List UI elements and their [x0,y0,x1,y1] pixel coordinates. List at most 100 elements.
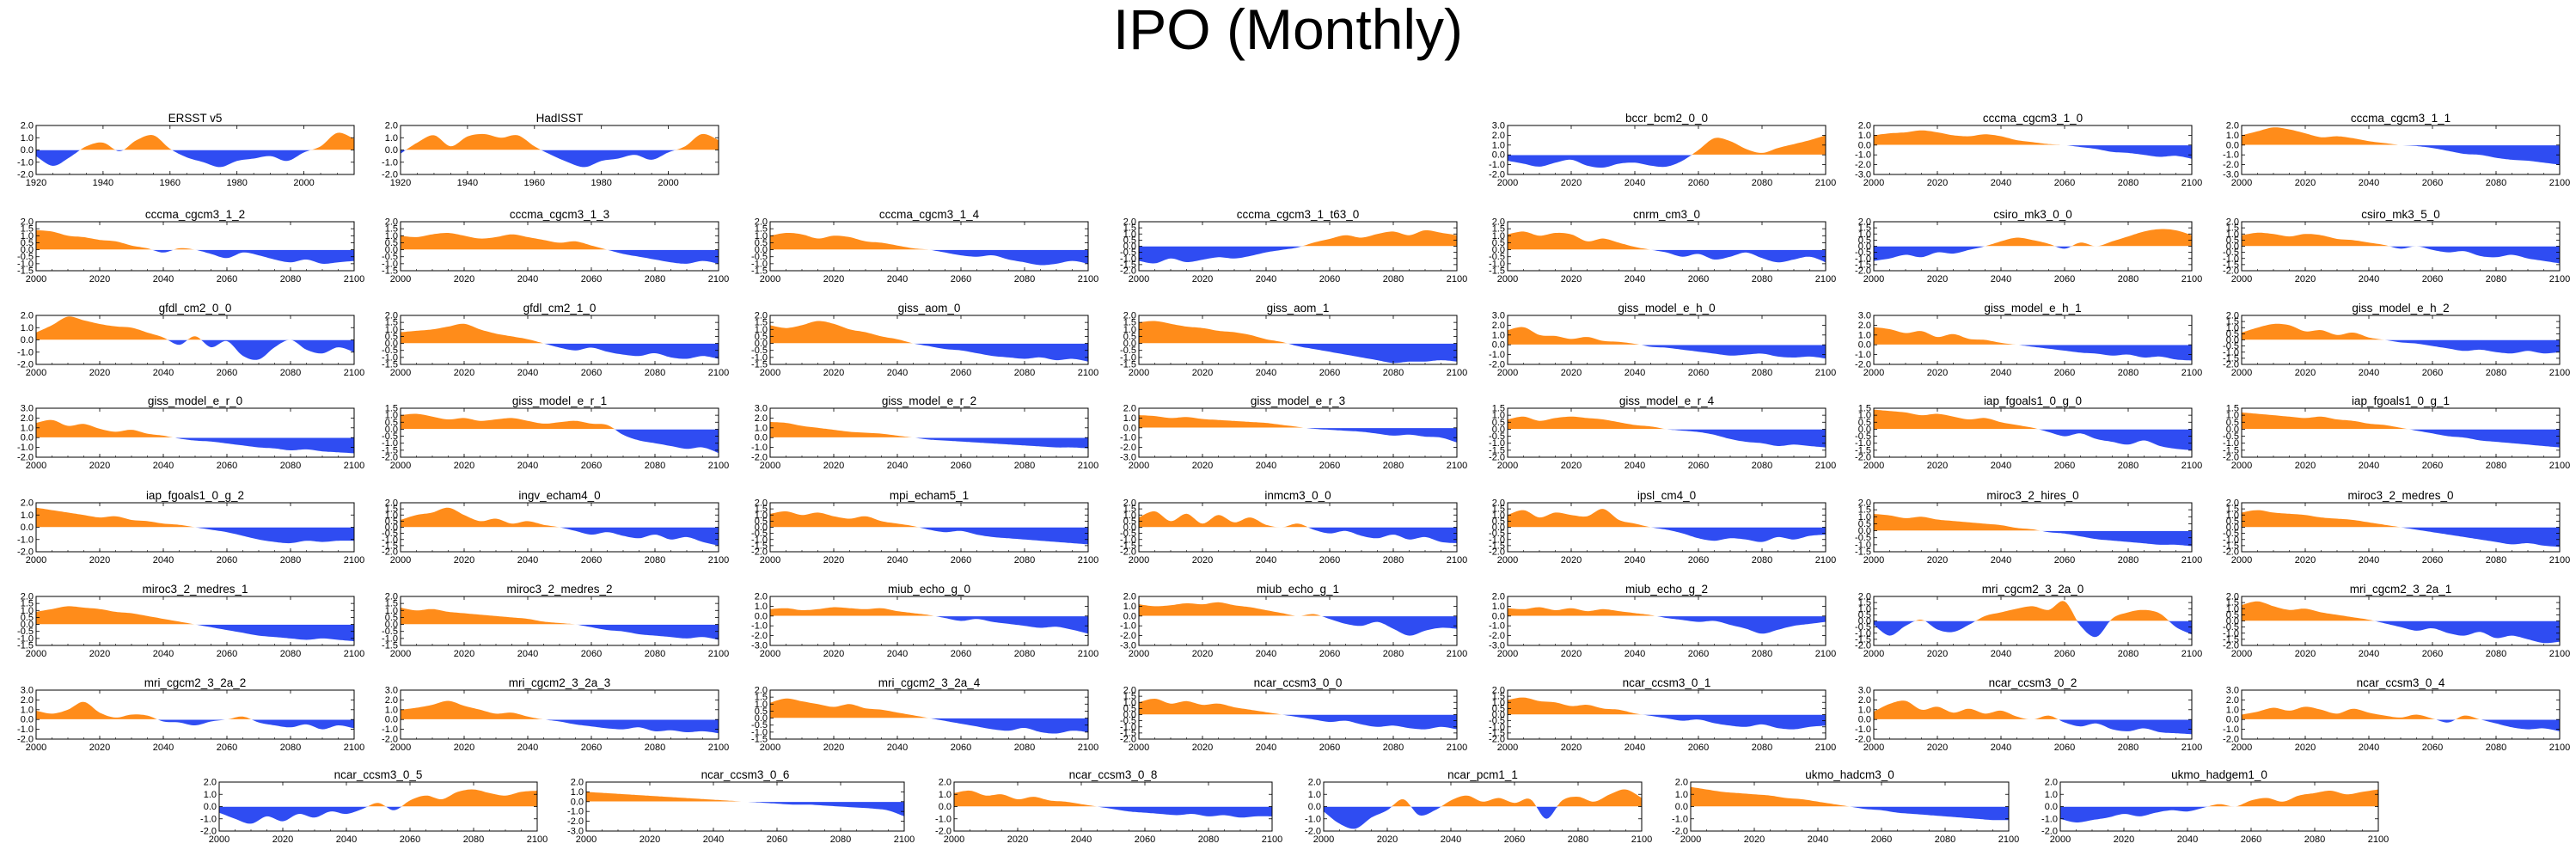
y-tick-label: 2.0 [1675,778,1688,788]
x-tick-label: 1940 [93,178,113,188]
panel-svg: iap_fgoals1_0_g_2 -2.0 -1.0 0.0 1.02.0 2000 20… [17,489,364,565]
x-tick-label: 2080 [2118,649,2139,659]
x-tick-label: 2040 [887,555,908,565]
x-tick-label: 2060 [217,368,237,378]
positive-area [770,233,1088,250]
panel-svg: ncar_ccsm3_0_6 -3.0-2.0-1.00.01.02.0 2000 2… [567,768,915,845]
y-tick-label: 1.5 [1492,224,1505,235]
y-tick-label: 2.0 [571,778,584,788]
negative-area [770,527,1088,545]
positive-area [1139,699,1457,715]
x-tick-label: 2040 [517,555,538,565]
panel-mri_cgcm2_3_2a_4: mri_cgcm2_3_2a_4 -1.5 -1.0 -0.5 0.0 0.5 1.0 1.5… [734,675,1104,756]
x-tick-label: 2040 [1256,743,1276,753]
negative-area [1691,806,2009,821]
panel-svg: mpi_echam5_1 -2.0-1.5-1.0-0.50.00.51.01.5… [751,489,1098,565]
panel-svg: ingv_echam4_0 -2.0-1.5-1.0-0.50.00.51.01.… [382,489,729,565]
y-tick-label: 2.0 [21,592,34,602]
panel-miroc3_2_medres_1: miroc3_2_medres_1 -1.5 -1.0 -0.5 0.0 0.5 1.0 1.… [0,581,370,663]
x-tick-label: 2000 [1497,274,1518,284]
x-tick-label: 2040 [1625,555,1645,565]
panel-title: mri_cgcm2_3_2a_1 [2350,583,2452,596]
x-tick-label: 2020 [1927,743,1948,753]
panel-title: cccma_cgcm3_1_4 [879,208,980,221]
x-tick-label: 2020 [1561,178,1582,188]
panel-title: csiro_mk3_0_0 [1993,208,2072,221]
positive-area [401,413,719,430]
negative-area [1139,343,1457,364]
x-tick-label: 2060 [2422,649,2443,659]
y-tick-label: -2.0 [17,735,34,745]
x-tick-label: 2040 [1991,368,2011,378]
x-tick-label: 2060 [951,368,971,378]
y-tick-label: -1.0 [751,259,768,269]
x-tick-label: 2020 [1927,649,1948,659]
x-tick-label: 2040 [1991,649,2011,659]
x-tick-label: 2100 [1815,461,1836,471]
y-tick-label: 1.0 [204,790,217,800]
x-tick-label: 2060 [2422,368,2443,378]
x-tick-label: 2040 [1256,368,1276,378]
panel-mri_cgcm2_3_2a_1: mri_cgcm2_3_2a_1 -2.0 -1.5 -1.0 -0.5 0.0 0.5 1.… [2206,581,2575,663]
y-tick-label: 1.0 [1492,140,1505,150]
panel-ingv_echam4_0: ingv_echam4_0 -2.0 -1.5 -1.0 -0.5 0.0 0.5 1.0 1.… [364,487,734,569]
y-tick-label: 2.0 [755,311,768,321]
y-tick-label: -1.5 [1120,728,1136,738]
panel-svg: csiro_mk3_5_0 -2.0-1.5-1.0-0.50.00.51.01.… [2223,208,2570,284]
x-tick-label: 2100 [708,368,729,378]
x-tick-label: 2000 [26,649,46,659]
x-tick-label: 2080 [830,834,851,845]
y-tick-label: 1.5 [2226,223,2239,234]
y-tick-label: -1.0 [17,443,34,453]
y-tick-label: -2.0 [382,735,398,745]
y-tick-label: 0.0 [1123,241,1136,252]
x-tick-label: 2040 [153,274,174,284]
x-tick-label: 2080 [1383,555,1404,565]
negative-area [1874,144,2192,159]
x-tick-label: 2040 [1991,555,2011,565]
y-tick-label: 1.0 [2226,323,2239,333]
y-tick-label: -2.0 [382,453,398,463]
x-tick-label: 2040 [703,834,724,845]
y-tick-label: 2.0 [1123,404,1136,414]
x-tick-label: 2100 [2181,743,2202,753]
y-tick-label: -1.0 [1120,722,1136,732]
y-tick-label: 1.0 [755,510,768,521]
y-tick-label: -1.0 [2223,628,2239,639]
panel-title: ncar_ccsm3_0_2 [1989,676,2077,689]
y-tick-label: -1.0 [200,814,217,824]
x-tick-label: 2040 [153,368,174,378]
y-tick-label: 0.5 [755,517,768,527]
y-tick-label: 2.0 [2045,778,2058,788]
panel-title: ukmo_hadcm3_0 [1805,768,1894,781]
x-tick-label: 2060 [217,274,237,284]
y-tick-label: -2.0 [382,170,398,180]
x-tick-label: 2040 [517,649,538,659]
y-tick-label: 0.0 [1492,611,1505,621]
x-tick-label: 2020 [1192,555,1213,565]
negative-area [401,343,719,359]
y-tick-label: -1.0 [1489,438,1505,449]
y-tick-label: -1.5 [751,735,768,745]
y-tick-label: 1.0 [385,705,398,715]
x-tick-label: 2080 [280,743,301,753]
y-tick-label: -1.5 [1489,445,1505,455]
x-tick-label: 2020 [1192,461,1213,471]
x-tick-label: 2020 [823,368,844,378]
panel-title: giss_model_e_r_0 [148,394,242,407]
x-tick-label: 2040 [1256,461,1276,471]
negative-area [770,343,1088,362]
panel-svg: miub_echo_g_0 -3.0-2.0-1.00.01.02.0 2000 20… [751,583,1098,659]
y-tick-label: 1.0 [21,606,34,616]
x-tick-label: 2080 [1752,743,1772,753]
y-tick-label: 0.5 [385,332,398,342]
x-tick-label: 2000 [1313,834,1334,845]
x-tick-label: 2040 [1991,461,2011,471]
y-tick-label: -0.5 [2223,622,2239,633]
x-tick-label: 2000 [26,743,46,753]
y-tick-label: -0.5 [382,252,398,262]
positive-area [401,133,719,150]
y-tick-label: 1.5 [2226,317,2239,327]
y-tick-label: -1.0 [1305,814,1321,824]
y-tick-label: -2.0 [751,631,768,641]
